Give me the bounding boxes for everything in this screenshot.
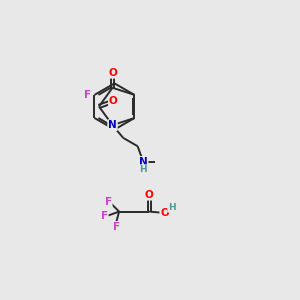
- Text: N: N: [139, 157, 148, 167]
- Text: H: H: [139, 165, 146, 174]
- Text: F: F: [100, 211, 108, 220]
- Text: O: O: [109, 96, 118, 106]
- Text: F: F: [83, 90, 91, 100]
- Text: O: O: [108, 68, 117, 78]
- Text: F: F: [112, 222, 120, 232]
- Text: O: O: [145, 190, 154, 200]
- Text: H: H: [168, 203, 175, 212]
- Text: F: F: [105, 197, 112, 207]
- Text: O: O: [160, 208, 169, 218]
- Text: N: N: [108, 120, 117, 130]
